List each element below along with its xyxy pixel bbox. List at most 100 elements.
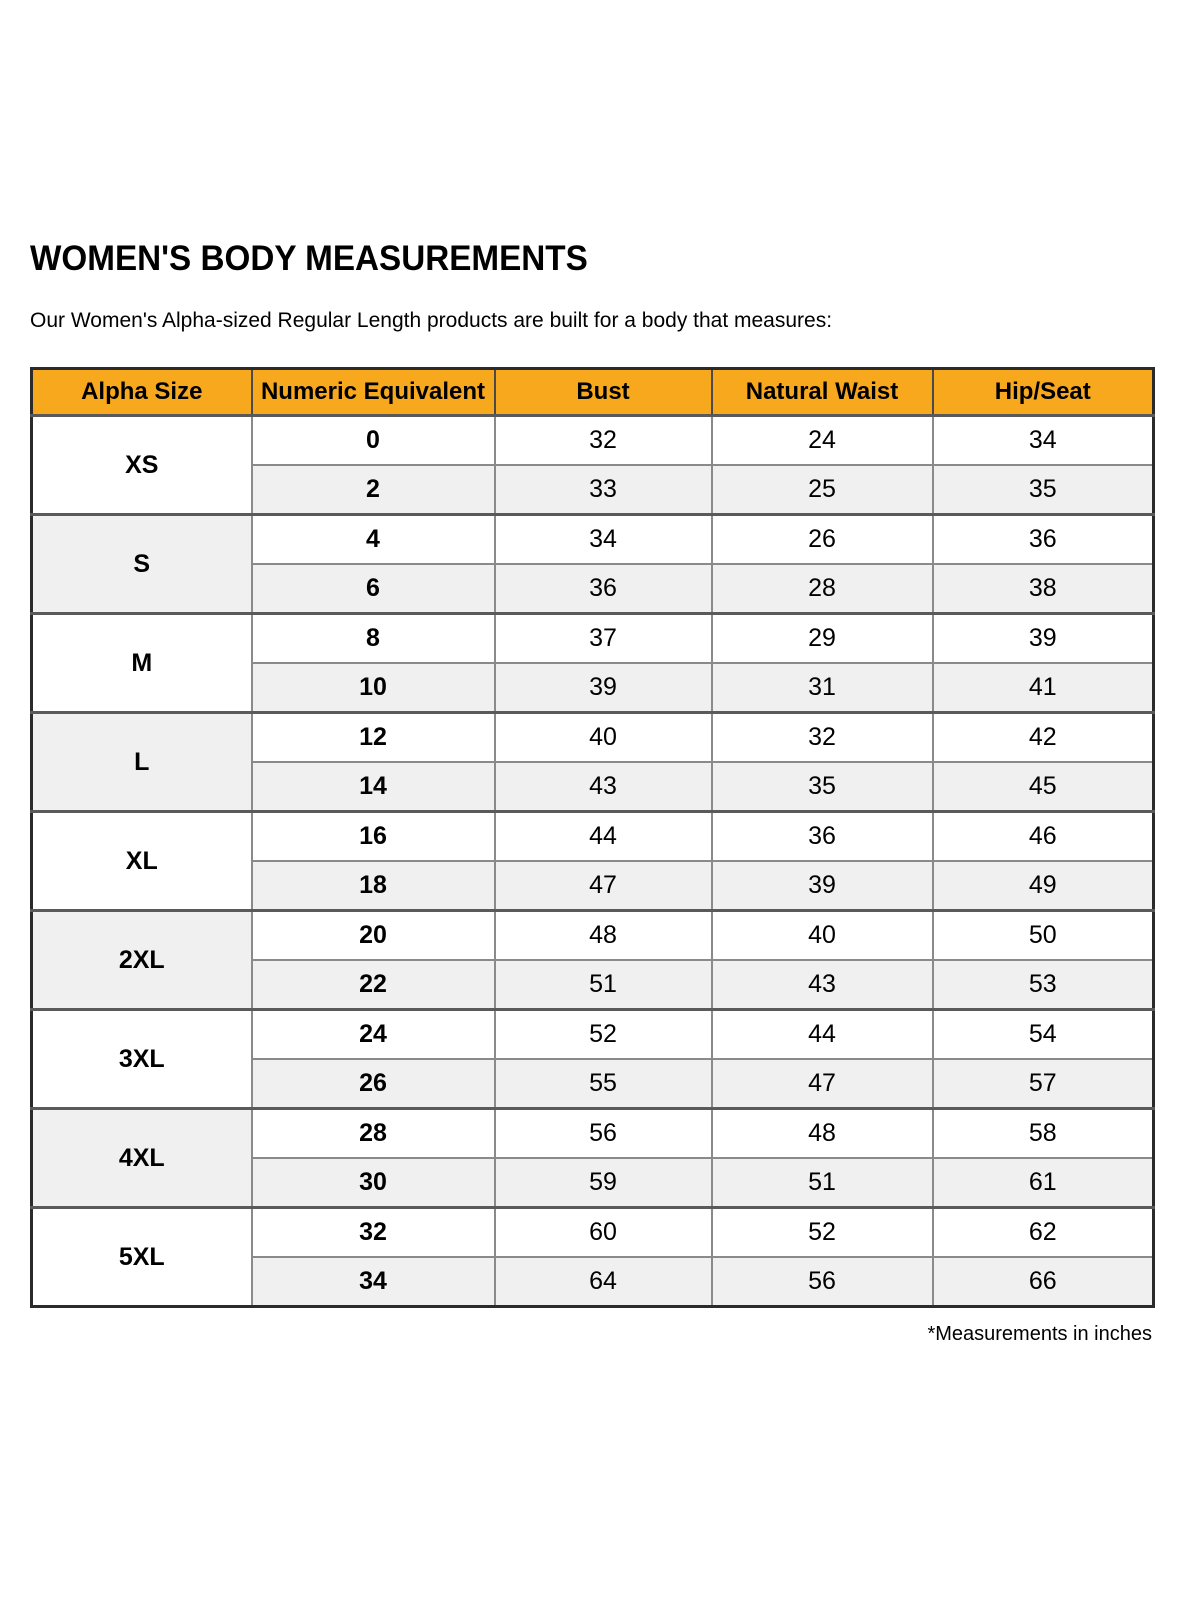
waist-cell: 26 — [710, 513, 934, 566]
waist-cell: 35 — [710, 761, 934, 813]
waist-cell: 29 — [710, 612, 934, 665]
bust-cell: 36 — [493, 563, 713, 615]
alpha-size-cell: 5XL — [30, 1206, 253, 1308]
bust-cell: 37 — [493, 612, 713, 665]
bust-cell: 32 — [493, 414, 713, 467]
numeric-cell: 18 — [250, 860, 496, 912]
bust-cell: 34 — [493, 513, 713, 566]
hip-cell: 50 — [931, 909, 1155, 962]
numeric-cell: 34 — [250, 1256, 496, 1308]
numeric-cell: 16 — [250, 810, 496, 863]
size-row: M 8 37 29 39 — [30, 612, 1155, 714]
hip-cell: 49 — [931, 860, 1155, 912]
waist-cell: 51 — [710, 1157, 934, 1209]
size-row: L 12 40 32 42 — [30, 711, 1155, 813]
column-header-natural-waist: Natural Waist — [710, 368, 934, 417]
column-header-hip-seat: Hip/Seat — [931, 368, 1155, 417]
numeric-cell: 32 — [250, 1206, 496, 1259]
waist-cell: 44 — [710, 1008, 934, 1061]
column-header-numeric-equivalent: Numeric Equivalent — [250, 368, 496, 417]
waist-cell: 56 — [710, 1256, 934, 1308]
numeric-cell: 20 — [250, 909, 496, 962]
waist-cell: 24 — [710, 414, 934, 467]
waist-cell: 36 — [710, 810, 934, 863]
size-table-body: XS 0 32 24 34 2 33 25 35 S 4 34 26 36 6 36 28 38 M 8 37 29 39 1… — [30, 414, 1155, 1308]
waist-cell: 47 — [710, 1058, 934, 1110]
bust-cell: 56 — [493, 1107, 713, 1160]
hip-cell: 38 — [931, 563, 1155, 615]
hip-cell: 57 — [931, 1058, 1155, 1110]
bust-cell: 43 — [493, 761, 713, 813]
size-row: 2 33 25 35 — [32, 464, 1155, 516]
size-row: 34 64 56 66 — [32, 1256, 1155, 1308]
waist-cell: 39 — [710, 860, 934, 912]
measurements-footnote: *Measurements in inches — [927, 1323, 1152, 1346]
size-row: XL 16 44 36 46 — [30, 810, 1155, 912]
hip-cell: 34 — [931, 414, 1155, 467]
table-header-row: Alpha Size Numeric Equivalent Bust Natur… — [30, 368, 1155, 417]
waist-cell: 25 — [710, 464, 934, 516]
alpha-size-cell: 4XL — [30, 1107, 253, 1209]
hip-cell: 54 — [931, 1008, 1155, 1061]
hip-cell: 61 — [931, 1157, 1155, 1209]
bust-cell: 33 — [493, 464, 713, 516]
size-row: 5XL 32 60 52 62 — [30, 1206, 1155, 1308]
size-chart-section: WOMEN'S BODY MEASUREMENTS Our Women's Al… — [30, 239, 1155, 1346]
bust-cell: 55 — [493, 1058, 713, 1110]
bust-cell: 47 — [493, 860, 713, 912]
hip-cell: 62 — [931, 1206, 1155, 1259]
numeric-cell: 10 — [250, 662, 496, 714]
size-row: 3XL 24 52 44 54 — [30, 1008, 1155, 1110]
size-row: 4XL 28 56 48 58 — [30, 1107, 1155, 1209]
numeric-cell: 8 — [250, 612, 496, 665]
bust-cell: 52 — [493, 1008, 713, 1061]
size-row: 22 51 43 53 — [32, 959, 1155, 1011]
waist-cell: 32 — [710, 711, 934, 764]
bust-cell: 59 — [493, 1157, 713, 1209]
column-header-bust: Bust — [493, 368, 713, 417]
alpha-size-cell: XS — [30, 414, 253, 516]
alpha-size-cell: 3XL — [30, 1008, 253, 1110]
hip-cell: 39 — [931, 612, 1155, 665]
page-title: WOMEN'S BODY MEASUREMENTS — [30, 239, 588, 278]
bust-cell: 64 — [493, 1256, 713, 1308]
hip-cell: 41 — [931, 662, 1155, 714]
column-header-alpha-size: Alpha Size — [30, 368, 253, 417]
hip-cell: 42 — [931, 711, 1155, 764]
numeric-cell: 2 — [250, 464, 496, 516]
size-row: S 4 34 26 36 — [30, 513, 1155, 615]
size-row: 2XL 20 48 40 50 — [30, 909, 1155, 1011]
numeric-cell: 22 — [250, 959, 496, 1011]
size-row: 10 39 31 41 — [32, 662, 1155, 714]
waist-cell: 52 — [710, 1206, 934, 1259]
bust-cell: 39 — [493, 662, 713, 714]
size-row: 30 59 51 61 — [32, 1157, 1155, 1209]
waist-cell: 31 — [710, 662, 934, 714]
page-subtitle: Our Women's Alpha-sized Regular Length p… — [30, 309, 833, 332]
hip-cell: 36 — [931, 513, 1155, 566]
numeric-cell: 24 — [250, 1008, 496, 1061]
hip-cell: 46 — [931, 810, 1155, 863]
bust-cell: 40 — [493, 711, 713, 764]
hip-cell: 58 — [931, 1107, 1155, 1160]
alpha-size-cell: M — [30, 612, 253, 714]
numeric-cell: 26 — [250, 1058, 496, 1110]
numeric-cell: 0 — [250, 414, 496, 467]
numeric-cell: 14 — [250, 761, 496, 813]
size-row: 14 43 35 45 — [32, 761, 1155, 813]
size-row: 26 55 47 57 — [32, 1058, 1155, 1110]
waist-cell: 43 — [710, 959, 934, 1011]
alpha-size-cell: S — [30, 513, 253, 615]
size-row: 6 36 28 38 — [32, 563, 1155, 615]
hip-cell: 53 — [931, 959, 1155, 1011]
size-row: 18 47 39 49 — [32, 860, 1155, 912]
numeric-cell: 30 — [250, 1157, 496, 1209]
waist-cell: 28 — [710, 563, 934, 615]
numeric-cell: 6 — [250, 563, 496, 615]
hip-cell: 35 — [931, 464, 1155, 516]
waist-cell: 48 — [710, 1107, 934, 1160]
alpha-size-cell: 2XL — [30, 909, 253, 1011]
bust-cell: 51 — [493, 959, 713, 1011]
alpha-size-cell: L — [30, 711, 253, 813]
alpha-size-cell: XL — [30, 810, 253, 912]
